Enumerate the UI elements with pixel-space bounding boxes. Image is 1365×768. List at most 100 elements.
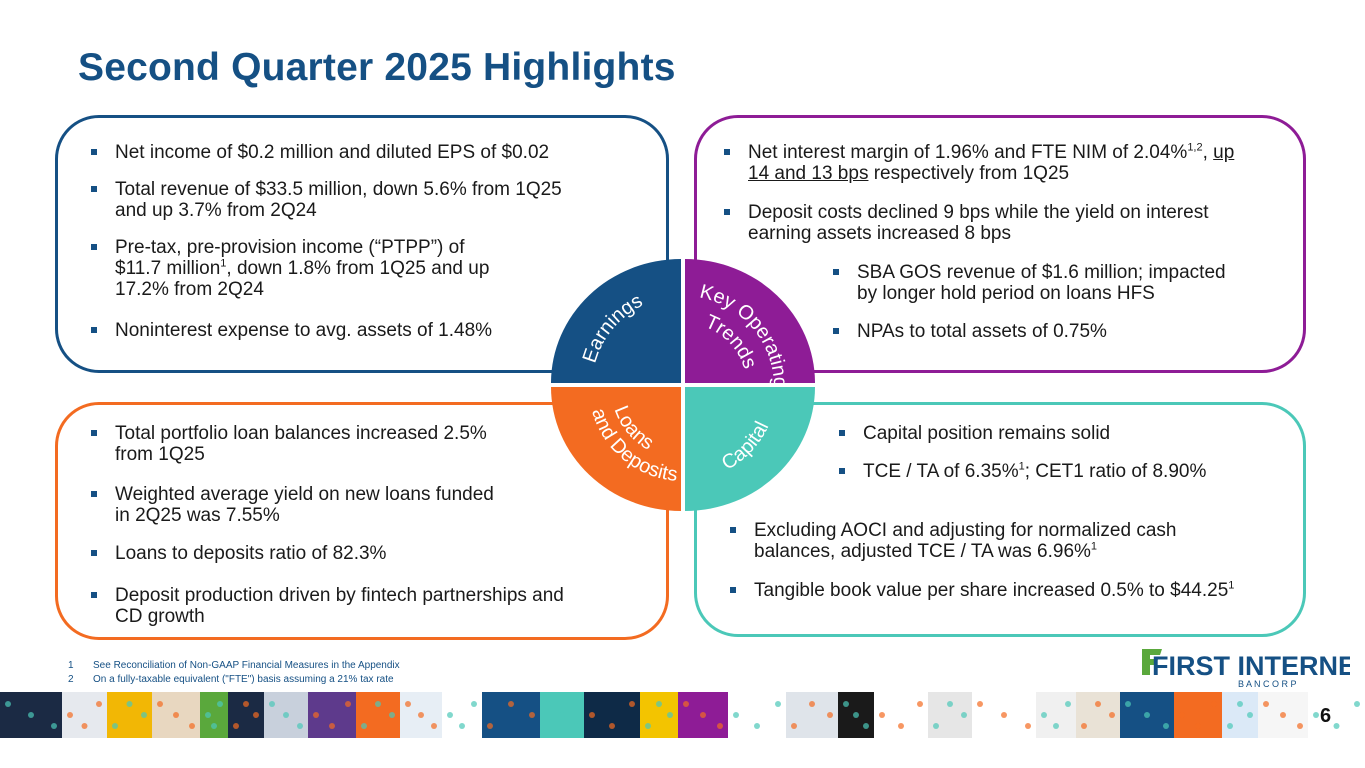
strip-dot bbox=[1247, 712, 1253, 718]
bullet-deposit-costs: Deposit costs declined 9 bps while the y… bbox=[724, 202, 1208, 244]
strip-dot bbox=[700, 712, 706, 718]
strip-dot bbox=[1280, 712, 1286, 718]
strip-dot bbox=[487, 723, 493, 729]
strip-dot bbox=[405, 701, 411, 707]
bullet-sba-gos: SBA GOS revenue of $1.6 million; impacte… bbox=[833, 262, 1226, 304]
strip-dot bbox=[843, 701, 849, 707]
decorative-image-strip bbox=[0, 692, 1365, 738]
bullet-tangible-book-value: Tangible book value per share increased … bbox=[730, 580, 1234, 601]
strip-dot bbox=[375, 701, 381, 707]
strip-dot bbox=[917, 701, 923, 707]
strip-dot bbox=[1297, 723, 1303, 729]
strip-dot bbox=[754, 723, 760, 729]
strip-dot bbox=[545, 701, 551, 707]
strip-dot bbox=[667, 712, 673, 718]
bullet-total-revenue: Total revenue of $33.5 million, down 5.6… bbox=[91, 179, 562, 221]
strip-dot bbox=[1125, 701, 1131, 707]
logo-text: FIRST INTERNET bbox=[1152, 651, 1350, 681]
strip-dot bbox=[297, 723, 303, 729]
capital-quadrant bbox=[685, 387, 815, 511]
strip-dot bbox=[863, 723, 869, 729]
bullet-noninterest-expense: Noninterest expense to avg. assets of 1.… bbox=[91, 320, 492, 341]
strip-dot bbox=[717, 723, 723, 729]
strip-dot bbox=[609, 723, 615, 729]
strip-dot bbox=[629, 701, 635, 707]
strip-dot bbox=[217, 701, 223, 707]
strip-dot bbox=[933, 723, 939, 729]
bullet-capital-position: Capital position remains solid bbox=[839, 423, 1110, 444]
strip-dot bbox=[683, 701, 689, 707]
bullet-deposit-production: Deposit production driven by fintech par… bbox=[91, 585, 564, 627]
strip-dot bbox=[1195, 723, 1201, 729]
capital-panel bbox=[694, 402, 1306, 637]
strip-dot bbox=[1065, 701, 1071, 707]
earnings-panel bbox=[55, 115, 669, 373]
strip-dot bbox=[1144, 712, 1150, 718]
strip-dot bbox=[211, 723, 217, 729]
strip-dot bbox=[1109, 712, 1115, 718]
loans-quadrant bbox=[551, 387, 681, 511]
strip-dot bbox=[589, 712, 595, 718]
strip-dot bbox=[1081, 723, 1087, 729]
strip-dot bbox=[1179, 712, 1185, 718]
strip-dot bbox=[1227, 723, 1233, 729]
strip-dot bbox=[431, 723, 437, 729]
strip-dot bbox=[791, 723, 797, 729]
footnote-1: 1 See Reconciliation of Non-GAAP Financia… bbox=[68, 660, 400, 671]
bullet-nim: Net interest margin of 1.96% and FTE NIM… bbox=[724, 142, 1234, 184]
strip-dot bbox=[233, 723, 239, 729]
strip-dot bbox=[189, 723, 195, 729]
strip-dot bbox=[173, 712, 179, 718]
strip-dot bbox=[329, 723, 335, 729]
strip-dot bbox=[559, 712, 565, 718]
strip-dot bbox=[345, 701, 351, 707]
strip-dot bbox=[1354, 701, 1360, 707]
strip-dot bbox=[418, 712, 424, 718]
strip-dot bbox=[141, 712, 147, 718]
strip-dot bbox=[879, 712, 885, 718]
company-logo: FIRST INTERNET B A N C O R P bbox=[1142, 649, 1350, 689]
strip-dot bbox=[827, 712, 833, 718]
footnote-2: 2 On a fully-taxable equivalent ("FTE") b… bbox=[68, 674, 394, 685]
strip-dot bbox=[1095, 701, 1101, 707]
strip-dot bbox=[459, 723, 465, 729]
page-title: Second Quarter 2025 Highlights bbox=[78, 46, 676, 89]
bullet-loan-balances: Total portfolio loan balances increased … bbox=[91, 423, 487, 465]
strip-dot bbox=[28, 712, 34, 718]
strip-dot bbox=[253, 712, 259, 718]
strip-dot bbox=[5, 701, 11, 707]
strip-dot bbox=[1333, 723, 1340, 729]
bullet-ptpp: Pre-tax, pre-provision income (“PTPP”) o… bbox=[91, 237, 489, 300]
strip-dot bbox=[1025, 723, 1031, 729]
strip-dot bbox=[157, 701, 163, 707]
strip-dot bbox=[656, 701, 662, 707]
bullet-adjusted-tce: Excluding AOCI and adjusting for normali… bbox=[730, 520, 1176, 562]
logo-subtext: B A N C O R P bbox=[1238, 679, 1297, 689]
earnings-quadrant bbox=[551, 259, 681, 383]
bullet-loans-to-deposits: Loans to deposits ratio of 82.3% bbox=[91, 543, 386, 564]
strip-dot bbox=[243, 701, 249, 707]
key-trends-panel bbox=[694, 115, 1306, 373]
loans-panel bbox=[55, 402, 669, 640]
strip-dot bbox=[112, 723, 118, 729]
bullet-tce-ta: TCE / TA of 6.35%1; CET1 ratio of 8.90% bbox=[839, 461, 1206, 482]
strip-dot bbox=[1001, 712, 1007, 718]
page-number: 6 bbox=[1320, 705, 1332, 727]
strip-dot bbox=[96, 701, 102, 707]
strip-dot bbox=[1263, 701, 1269, 707]
strip-dot bbox=[809, 701, 815, 707]
quadrant-circle: Earnings Key Operating Trends Loans and … bbox=[551, 259, 815, 511]
logo-mark bbox=[1142, 649, 1162, 675]
strip-dot bbox=[361, 723, 367, 729]
strip-dot bbox=[775, 701, 781, 707]
strip-dot bbox=[977, 701, 983, 707]
bullet-net-income: Net income of $0.2 million and diluted E… bbox=[91, 142, 549, 163]
strip-dot bbox=[205, 712, 211, 718]
strip-dot bbox=[447, 712, 453, 718]
strip-dot bbox=[961, 712, 967, 718]
strip-dot bbox=[1053, 723, 1059, 729]
strip-dot bbox=[733, 712, 739, 718]
strip-dot bbox=[853, 712, 859, 718]
strip-dot bbox=[283, 712, 289, 718]
strip-dot bbox=[1211, 701, 1217, 707]
